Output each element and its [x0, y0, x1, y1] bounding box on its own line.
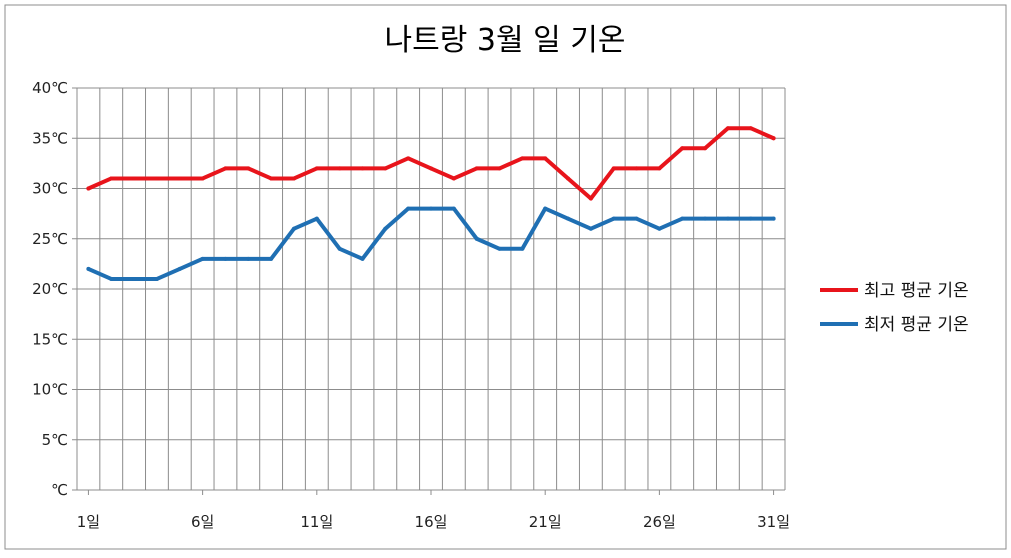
data-point — [771, 136, 776, 141]
data-point — [223, 166, 228, 171]
y-tick-label: 20℃ — [32, 280, 68, 298]
data-point — [177, 266, 182, 271]
data-point — [132, 176, 137, 181]
y-tick-label: 35℃ — [32, 129, 68, 147]
data-point — [748, 216, 753, 221]
data-point — [223, 256, 228, 261]
data-point — [291, 176, 296, 181]
data-point — [269, 176, 274, 181]
data-point — [132, 276, 137, 281]
data-point — [337, 166, 342, 171]
axes: ℃ 5℃ 10℃ 15℃ 20℃ 25℃ 30℃ 35℃ 40℃ 1일 6일 11일 16일 21일 26일… — [32, 79, 790, 531]
y-tick-label: 40℃ — [32, 79, 68, 97]
data-point — [246, 256, 251, 261]
data-point — [634, 166, 639, 171]
data-point — [383, 166, 388, 171]
x-tick-label: 1일 — [77, 513, 100, 531]
data-point — [246, 166, 251, 171]
chart-border — [4, 4, 1007, 550]
data-point — [703, 216, 708, 221]
data-point — [406, 206, 411, 211]
data-point — [543, 206, 548, 211]
grid — [72, 87, 786, 491]
data-point — [657, 166, 662, 171]
data-point — [771, 216, 776, 221]
data-point — [725, 126, 730, 131]
data-point — [703, 146, 708, 151]
y-tick-label: 25℃ — [32, 230, 68, 248]
y-tick-label: 30℃ — [32, 180, 68, 198]
x-tick-label: 11일 — [300, 513, 333, 531]
data-point — [520, 246, 525, 251]
data-point — [680, 216, 685, 221]
data-point — [474, 166, 479, 171]
data-point — [109, 276, 114, 281]
data-point — [611, 166, 616, 171]
data-point — [611, 216, 616, 221]
x-tick-label: 26일 — [643, 513, 676, 531]
legend-label-1: 최고 평균 기온 — [864, 281, 969, 301]
data-point — [566, 176, 571, 181]
data-point — [314, 216, 319, 221]
data-point — [566, 216, 571, 221]
legend-label-2: 최저 평균 기온 — [864, 315, 969, 335]
data-point — [291, 226, 296, 231]
data-point — [360, 256, 365, 261]
y-tick-label: 10℃ — [32, 381, 68, 399]
data-point — [588, 226, 593, 231]
data-point — [451, 206, 456, 211]
data-point — [154, 276, 159, 281]
data-point — [200, 256, 205, 261]
data-point — [177, 176, 182, 181]
data-point — [680, 146, 685, 151]
data-point — [520, 156, 525, 161]
data-point — [543, 156, 548, 161]
data-point — [725, 216, 730, 221]
data-point — [154, 176, 159, 181]
data-point — [634, 216, 639, 221]
data-point — [748, 126, 753, 131]
data-point — [451, 176, 456, 181]
y-tick-label: 15℃ — [32, 330, 68, 348]
x-tick-label: 16일 — [415, 513, 448, 531]
data-point — [497, 246, 502, 251]
x-tick-label: 6일 — [191, 513, 214, 531]
chart-title: 나트랑 3월 일 기온 — [385, 23, 626, 58]
data-point — [337, 246, 342, 251]
data-point — [360, 166, 365, 171]
data-point — [497, 166, 502, 171]
data-point — [86, 186, 91, 191]
data-point — [200, 176, 205, 181]
x-tick-label: 21일 — [529, 513, 562, 531]
data-point — [109, 176, 114, 181]
x-tick-label: 31일 — [757, 513, 790, 531]
data-point — [406, 156, 411, 161]
data-point — [657, 226, 662, 231]
data-point — [588, 196, 593, 201]
data-point — [383, 226, 388, 231]
data-point — [474, 236, 479, 241]
data-point — [86, 266, 91, 271]
data-point — [269, 256, 274, 261]
data-point — [429, 206, 433, 211]
series-lines — [86, 126, 776, 281]
y-tick-label: 5℃ — [42, 431, 68, 449]
data-point — [429, 166, 433, 171]
data-point — [314, 166, 319, 171]
y-tick-label: ℃ — [51, 481, 68, 499]
